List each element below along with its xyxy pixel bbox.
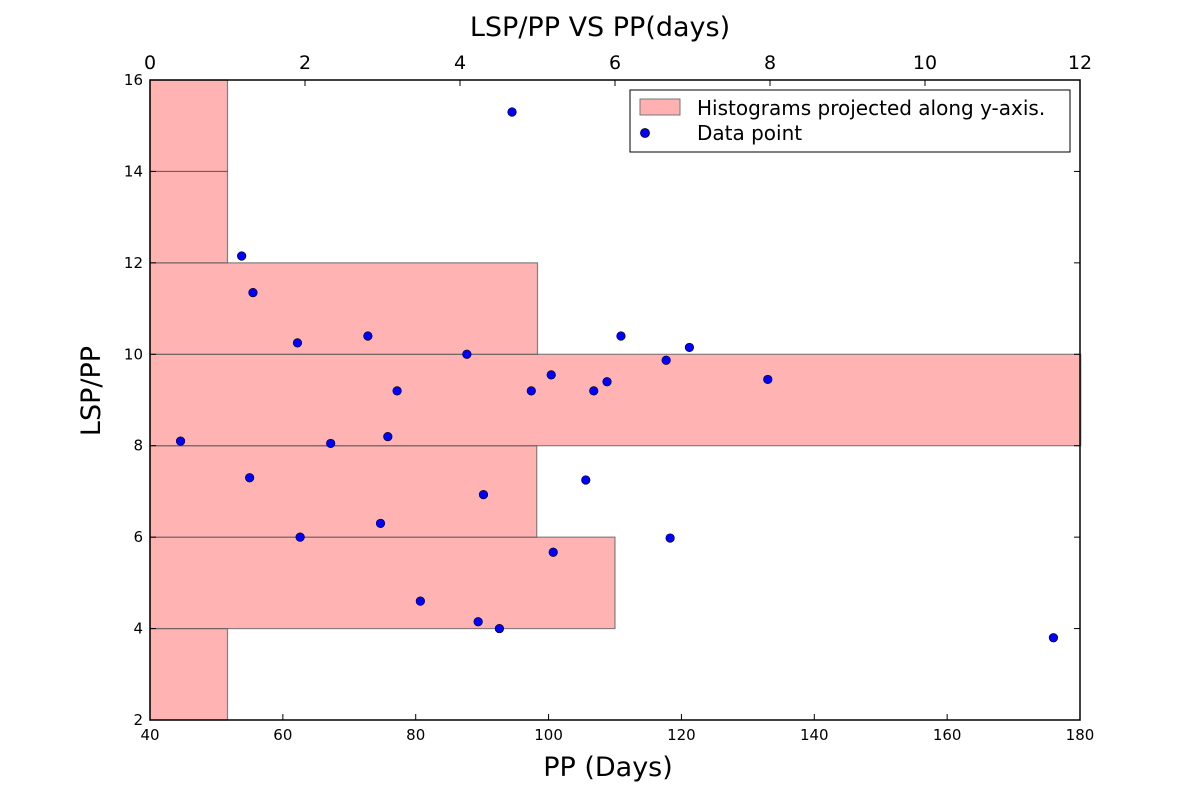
- histogram-bar-6: [149, 79, 229, 173]
- data-point-14: [589, 386, 599, 396]
- legend-box: [629, 89, 1071, 153]
- data-point-0: [507, 107, 517, 117]
- data-point-1: [237, 251, 247, 261]
- legend-swatch-histogram: [639, 98, 681, 116]
- data-point-7: [684, 342, 695, 353]
- data-point-23: [665, 533, 675, 543]
- x-tick-label-7: 180: [1066, 726, 1095, 744]
- y-tick-label-1: 4: [133, 620, 143, 638]
- data-point-16: [326, 438, 336, 449]
- data-point-9: [546, 370, 556, 380]
- data-point-layer: [175, 107, 1059, 643]
- top-tick-label-3: 6: [609, 52, 621, 74]
- chart-title: LSP/PP VS PP(days): [470, 12, 730, 43]
- legend-label-histogram: Histograms projected along y-axis.: [697, 96, 1045, 120]
- histogram-bar-3: [149, 353, 1082, 447]
- x-tick-label-0: 40: [140, 726, 159, 744]
- data-point-3: [292, 338, 303, 348]
- legend-marker-data-point: [640, 128, 650, 138]
- top-tick-label-5: 10: [913, 52, 937, 74]
- data-point-24: [548, 547, 558, 557]
- top-tick-label-4: 8: [764, 52, 776, 74]
- x-tick-label-3: 100: [534, 726, 563, 744]
- y-axis-label: LSP/PP: [76, 346, 107, 436]
- histogram-bar-4: [149, 262, 539, 355]
- legend: Histograms projected along y-axis. Data …: [629, 89, 1071, 153]
- data-point-13: [526, 386, 536, 396]
- data-point-27: [494, 623, 505, 634]
- data-point-21: [375, 518, 386, 529]
- x-tick-label-1: 60: [273, 726, 292, 744]
- y-tick-label-6: 14: [124, 162, 143, 180]
- top-tick-label-2: 4: [454, 52, 466, 74]
- x-tick-label-5: 140: [800, 726, 829, 744]
- y-tick-label-0: 2: [133, 711, 143, 729]
- data-point-10: [602, 377, 612, 387]
- top-tick-label-1: 2: [299, 52, 311, 74]
- data-point-19: [478, 490, 489, 500]
- data-point-25: [415, 596, 425, 606]
- data-point-4: [363, 331, 373, 341]
- histogram-bar-2: [149, 445, 538, 538]
- data-point-12: [392, 386, 402, 396]
- y-tick-label-3: 8: [133, 437, 143, 455]
- data-point-8: [661, 355, 671, 365]
- data-point-18: [245, 473, 255, 483]
- y-tick-label-5: 12: [124, 254, 143, 272]
- data-point-26: [473, 617, 483, 627]
- data-point-2: [248, 287, 258, 298]
- data-point-15: [175, 436, 186, 446]
- x-tick-label-6: 160: [933, 726, 962, 744]
- x-tick-label-4: 120: [667, 726, 696, 744]
- histogram-bar-5: [149, 170, 229, 264]
- y-tick-label-2: 6: [133, 528, 143, 546]
- data-point-17: [383, 431, 393, 442]
- data-point-6: [616, 331, 626, 341]
- x-axis-label: PP (Days): [543, 752, 673, 783]
- data-point-22: [295, 532, 305, 542]
- data-point-28: [1048, 633, 1059, 643]
- data-point-5: [462, 349, 472, 359]
- data-point-11: [763, 374, 773, 385]
- tick-layer: 40 60 80 100 120 140 160 180 0 2 4 6 8 10 12 2 4 6 8 10 12 14…: [124, 52, 1094, 744]
- histogram-bar-0: [149, 627, 229, 721]
- histogram-bar-1: [149, 536, 616, 630]
- data-point-20: [581, 475, 591, 485]
- x-tick-label-2: 80: [406, 726, 425, 744]
- top-tick-label-6: 12: [1068, 52, 1092, 74]
- histogram-layer: [149, 79, 1082, 721]
- y-tick-label-4: 10: [124, 345, 143, 363]
- y-tick-label-7: 16: [124, 71, 143, 89]
- top-tick-label-0: 0: [144, 52, 156, 74]
- legend-label-data-point: Data point: [697, 121, 802, 145]
